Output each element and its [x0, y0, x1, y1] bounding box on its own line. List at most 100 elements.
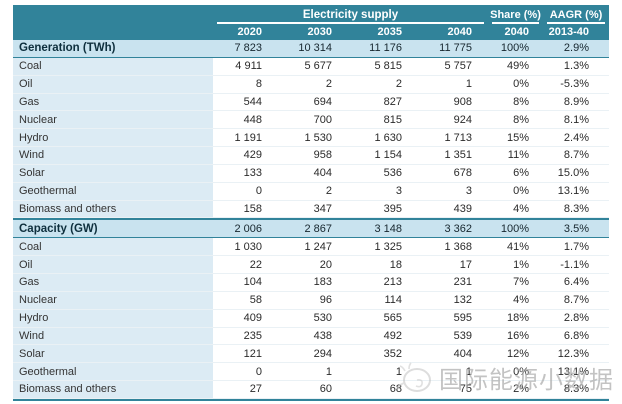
table-row: Solar 133 404 536 678 6% 15.0% [13, 164, 609, 183]
cell-value: 3 [395, 185, 402, 198]
cell-value: 5 815 [374, 60, 402, 73]
cell-value: 2 [325, 78, 332, 91]
cell-value: 1.3% [563, 60, 589, 73]
table-row: Gas 104 183 213 231 7% 6.4% [13, 273, 609, 292]
table-row: Oil 22 20 18 17 1% -1.1% [13, 256, 609, 274]
cell-value: 8.3% [563, 203, 589, 216]
cell-value: 530 [313, 312, 332, 325]
cell-value: 0 [255, 365, 262, 378]
row-label: Hydro [13, 129, 213, 147]
cell-value: 75 [459, 383, 472, 396]
cell-value: 429 [243, 149, 262, 162]
table-row: Wind 429 958 1 154 1 351 11% 8.7% [13, 147, 609, 165]
cell-value: 58 [249, 294, 262, 307]
cell-value: 8% [513, 113, 529, 126]
cell-value: 5 677 [304, 60, 332, 73]
cell-value: 3.5% [563, 222, 589, 235]
cell-value: 5 757 [444, 60, 472, 73]
cell-value: 958 [313, 149, 332, 162]
row-label: Solar [13, 345, 213, 363]
cell-value: 12.3% [557, 347, 589, 360]
cell-value: 49% [506, 60, 529, 73]
cell-value: 96 [319, 294, 332, 307]
cell-value: 539 [453, 329, 472, 342]
cell-value: 68 [389, 383, 402, 396]
cell-value: 15.0% [557, 167, 589, 180]
row-label: Geothermal [13, 182, 213, 200]
cell-value: 404 [453, 347, 472, 360]
cell-value: 100% [500, 42, 529, 55]
cell-value: 133 [243, 167, 262, 180]
row-label: Oil [13, 256, 213, 273]
cell-value: 908 [453, 95, 472, 108]
table-row: Nuclear 448 700 815 924 8% 8.1% [13, 111, 609, 130]
cell-value: 1 325 [374, 240, 402, 253]
table-row: Geothermal 0 1 1 1 0% 13.1% [13, 363, 609, 382]
cell-value: 18 [389, 258, 402, 271]
cell-value: 1 368 [444, 240, 472, 253]
cell-value: 3 148 [374, 222, 402, 235]
row-label: Coal [13, 238, 213, 256]
cell-value: 13.1% [557, 185, 589, 198]
cell-value: 1 [465, 365, 472, 378]
cell-value: 8.7% [563, 149, 589, 162]
cell-value: 235 [243, 329, 262, 342]
cell-value: 827 [383, 95, 402, 108]
row-label: Nuclear [13, 291, 213, 309]
table-row: Geothermal 0 2 3 3 0% 13.1% [13, 182, 609, 201]
cell-value: 27 [249, 383, 262, 396]
cell-value: 1 [465, 78, 472, 91]
table-row: Biomass and others 158 347 395 439 4% 8.3% [13, 200, 609, 219]
cell-value: 8.7% [563, 294, 589, 307]
table-row: Wind 235 438 492 539 16% 6.8% [13, 327, 609, 346]
cell-value: 924 [453, 113, 472, 126]
table-body: Generation (TWh) 7 823 10 314 11 176 11 775 1… [13, 40, 609, 401]
cell-value: 100% [500, 222, 529, 235]
cell-value: 132 [453, 294, 472, 307]
row-label: Solar [13, 164, 213, 182]
electricity-supply-table: Electricity supply Share (%) AAGR (%) 20… [13, 5, 609, 401]
row-label: Oil [13, 75, 213, 93]
header-aagr-label: AAGR (%) [543, 5, 609, 24]
cell-value: 1 351 [444, 149, 472, 162]
table-row: Solar 121 294 352 404 12% 12.3% [13, 345, 609, 364]
row-label: Coal [13, 57, 213, 75]
cell-value: 404 [313, 167, 332, 180]
row-label: Generation (TWh) [19, 42, 116, 55]
cell-value: 294 [313, 347, 332, 360]
header-group-electricity-supply: Electricity supply [213, 5, 488, 24]
table-row: Hydro 1 191 1 530 1 630 1 713 15% 2.4% [13, 129, 609, 148]
cell-value: 6.8% [563, 329, 589, 342]
cell-value: 8.1% [563, 113, 589, 126]
column-header-2020: 2020 [237, 26, 262, 38]
row-label: Nuclear [13, 111, 213, 129]
cell-value: 2 [395, 78, 402, 91]
cell-value: 1 530 [304, 131, 332, 144]
cell-value: 3 [465, 185, 472, 198]
cell-value: 544 [243, 95, 262, 108]
cell-value: 595 [453, 312, 472, 325]
table-row: Hydro 409 530 565 595 18% 2.8% [13, 309, 609, 328]
table-row: Coal 4 911 5 677 5 815 5 757 49% 1.3% [13, 57, 609, 76]
cell-value: 352 [383, 347, 402, 360]
cell-value: 2 867 [304, 222, 332, 235]
cell-value: 395 [383, 203, 402, 216]
cell-value: 20 [319, 258, 332, 271]
cell-value: 4% [513, 294, 529, 307]
cell-value: 0% [513, 78, 529, 91]
cell-value: 2% [513, 383, 529, 396]
cell-value: 1% [513, 258, 529, 271]
cell-value: -1.1% [560, 258, 589, 271]
cell-value: 8.9% [563, 95, 589, 108]
cell-value: 0% [513, 185, 529, 198]
cell-value: 4% [513, 203, 529, 216]
cell-value: 8% [513, 95, 529, 108]
cell-value: 2.9% [563, 42, 589, 55]
cell-value: 213 [383, 276, 402, 289]
row-label: Gas [13, 273, 213, 291]
row-label: Wind [13, 327, 213, 345]
cell-value: 1 247 [304, 240, 332, 253]
row-label: Biomass and others [13, 200, 213, 218]
section-row-generation: Generation (TWh) 7 823 10 314 11 176 11 775 1… [13, 40, 609, 58]
